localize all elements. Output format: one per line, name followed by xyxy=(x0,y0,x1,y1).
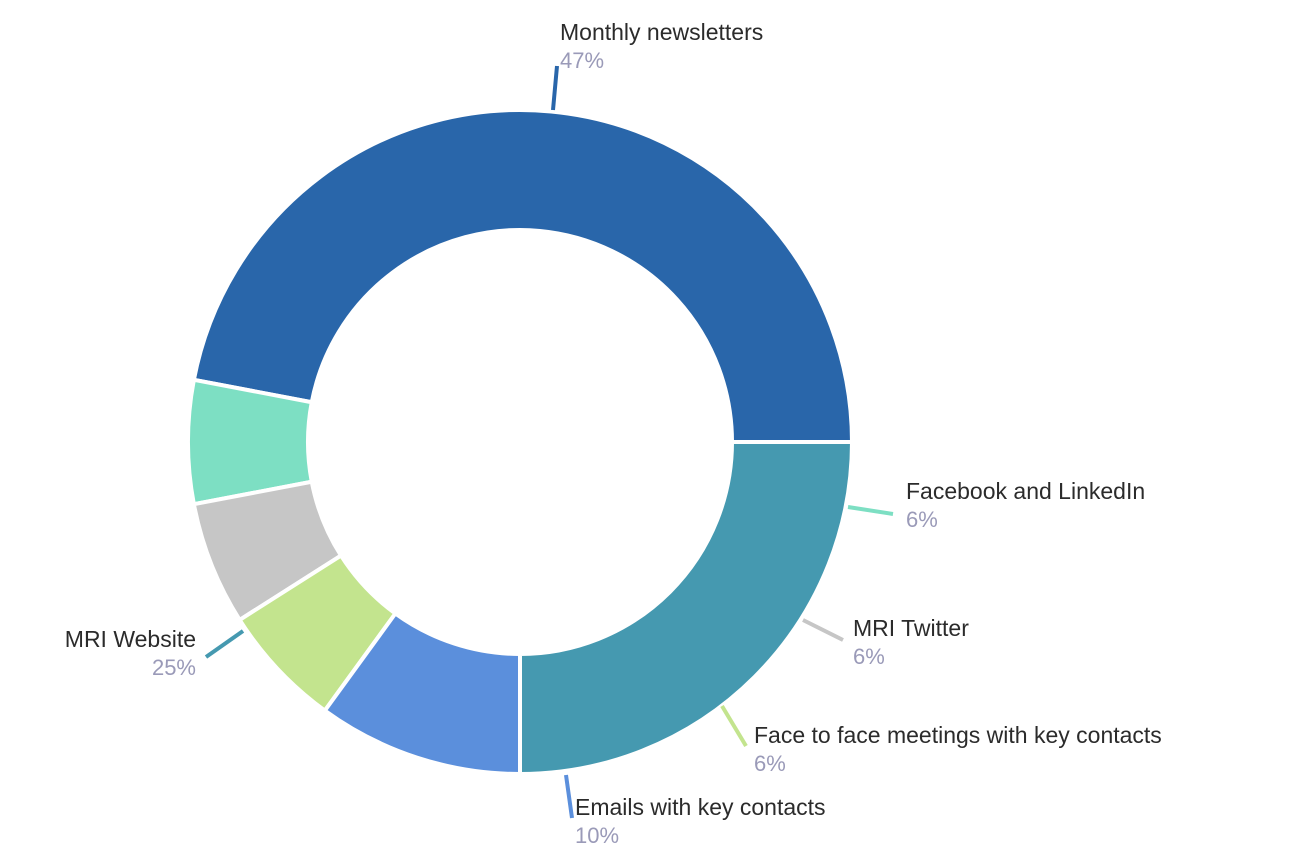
leader-face-to-face-meetings-with-key-contacts xyxy=(720,704,748,748)
slice-labels: Monthly newsletters 47% Facebook and Linke… xyxy=(65,19,1162,848)
leader-mri-website xyxy=(204,629,245,659)
label-face-to-face-meetings-with-key-contacts: Face to face meetings with key contacts xyxy=(754,722,1162,748)
label-mri-twitter: MRI Twitter xyxy=(853,615,969,641)
label-facebook-and-linkedin: Facebook and LinkedIn xyxy=(906,478,1145,504)
percent-mri-twitter: 6% xyxy=(853,644,885,669)
label-emails-with-key-contacts: Emails with key contacts xyxy=(575,794,826,820)
leader-emails-with-key-contacts xyxy=(564,774,574,819)
slice-monthly-newsletters xyxy=(191,108,854,444)
leader-lines xyxy=(204,65,894,819)
label-monthly-newsletters: Monthly newsletters xyxy=(560,19,763,45)
donut-slices xyxy=(186,108,854,776)
percent-facebook-and-linkedin: 6% xyxy=(906,507,938,532)
percent-monthly-newsletters: 47% xyxy=(560,48,604,73)
percent-face-to-face-meetings-with-key-contacts: 6% xyxy=(754,751,786,776)
leader-monthly-newsletters xyxy=(551,65,559,111)
leader-facebook-and-linkedin xyxy=(847,505,894,516)
percent-emails-with-key-contacts: 10% xyxy=(575,823,619,848)
slice-mri-website xyxy=(518,440,854,776)
percent-mri-website: 25% xyxy=(152,655,196,680)
leader-mri-twitter xyxy=(802,618,844,642)
label-mri-website: MRI Website xyxy=(65,626,196,652)
